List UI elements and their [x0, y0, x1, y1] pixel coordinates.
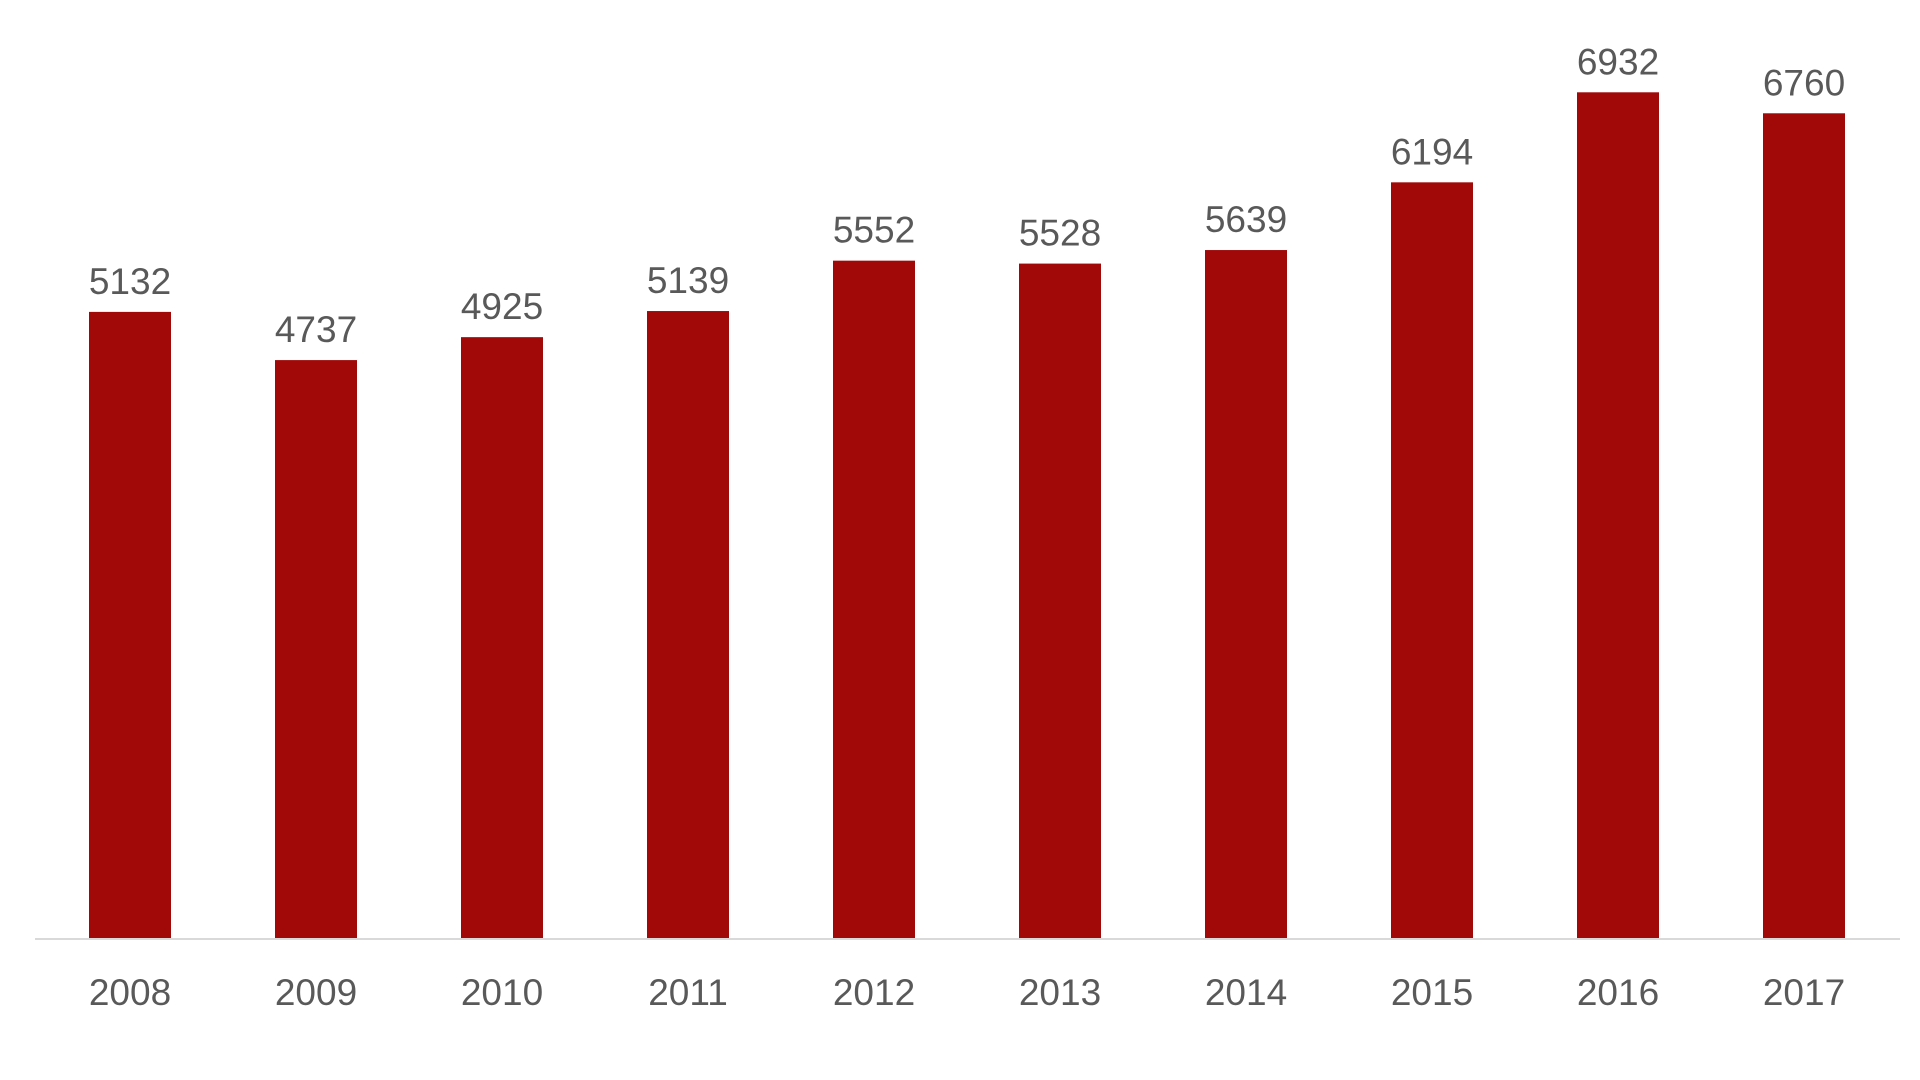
bar-2011: [647, 311, 729, 938]
data-label-2012: 5552: [833, 210, 915, 251]
data-label-2015: 6194: [1391, 131, 1473, 172]
x-tick-label-2015: 2015: [1391, 972, 1473, 1013]
x-tick-labels-layer: 2008 2009 2010 2011 2012 2013 2014 2015 2016 2017: [89, 972, 1845, 1013]
data-label-2008: 5132: [89, 261, 171, 302]
x-tick-label-2013: 2013: [1019, 972, 1101, 1013]
data-label-2014: 5639: [1205, 199, 1287, 240]
x-tick-label-2011: 2011: [648, 972, 728, 1013]
data-label-2010: 4925: [461, 286, 543, 327]
bars-layer: [89, 92, 1845, 939]
x-tick-label-2009: 2009: [275, 972, 357, 1013]
x-tick-label-2014: 2014: [1205, 972, 1287, 1013]
x-tick-label-2008: 2008: [89, 972, 171, 1013]
bar-2013: [1019, 263, 1101, 939]
x-tick-label-2012: 2012: [833, 972, 915, 1013]
data-label-2009: 4737: [275, 309, 357, 350]
value-labels-layer: 5132 4737 4925 5139 5552 5528 5639 6194 6932 6760: [89, 41, 1845, 350]
data-label-2016: 6932: [1577, 41, 1659, 82]
data-label-2013: 5528: [1019, 213, 1101, 254]
bar-2010: [461, 337, 543, 938]
bar-2016: [1577, 92, 1659, 938]
bar-2015: [1391, 182, 1473, 938]
x-tick-label-2016: 2016: [1577, 972, 1659, 1013]
x-tick-label-2017: 2017: [1763, 972, 1845, 1013]
bar-2017: [1763, 113, 1845, 938]
bar-2008: [89, 311, 171, 938]
bar-2012: [833, 260, 915, 938]
data-label-2011: 5139: [647, 260, 729, 301]
data-label-2017: 6760: [1763, 62, 1845, 103]
x-tick-label-2010: 2010: [461, 972, 543, 1013]
bar-2009: [275, 360, 357, 938]
bar-2014: [1205, 250, 1287, 939]
